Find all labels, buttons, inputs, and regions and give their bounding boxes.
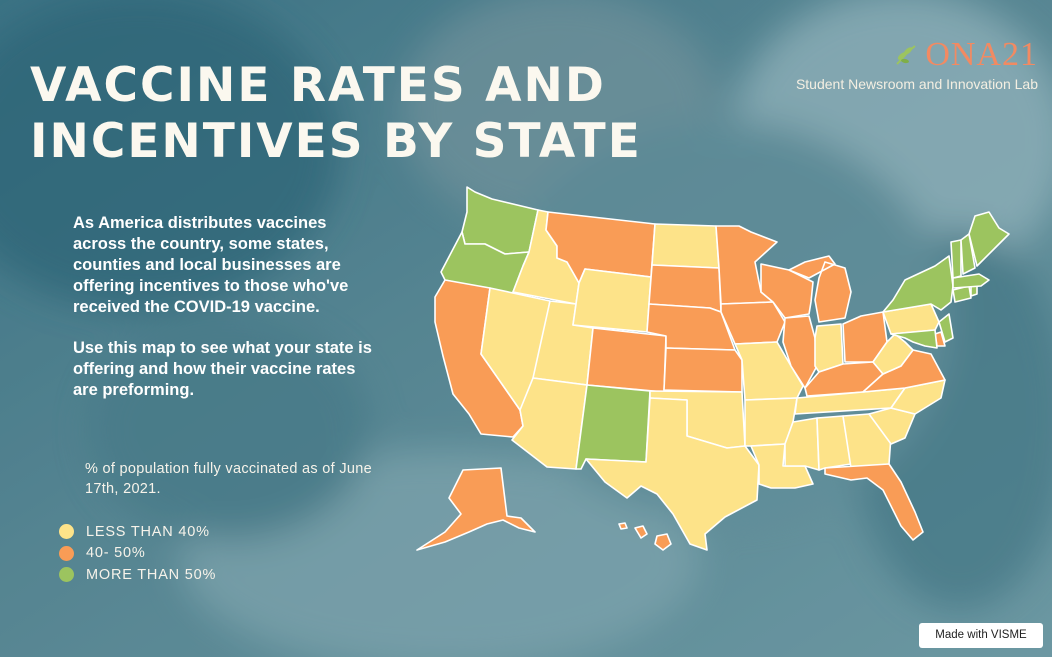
legend-label-mid: 40- 50% [86,545,146,562]
state-HI[interactable] [618,522,672,551]
state-CO[interactable] [586,327,667,393]
state-KS[interactable] [663,347,743,393]
state-VT[interactable] [950,239,962,279]
us-vaccination-map [416,186,1010,551]
state-LA[interactable] [750,443,814,489]
state-NM[interactable] [575,384,651,470]
state-MD[interactable] [890,329,938,349]
legend-label-low: LESS THAN 40% [86,523,210,540]
legend-dot-low [59,524,74,540]
state-NJ[interactable] [938,313,954,343]
state-MI[interactable] [788,255,852,323]
title-line-2: INCENTIVES BY STATE [30,114,642,169]
intro-paragraph-1: As America distributes vaccines across t… [73,214,349,316]
ona-logo: ONA21 [893,36,1038,74]
state-MN[interactable] [715,225,778,305]
state-SC[interactable] [868,407,916,445]
page-title: VACCINE RATES AND INCENTIVES BY STATE [30,58,642,170]
state-ND[interactable] [651,223,720,269]
state-RI[interactable] [970,285,978,297]
legend-dot-high [59,567,74,583]
legend: LESS THAN 40% 40- 50% MORE THAN 50% [59,521,216,586]
legend-title: % of population fully vaccinated as of J… [85,461,372,497]
state-IL[interactable] [782,315,818,389]
logo-text: ONA21 [925,36,1038,73]
legend-item-mid: 40- 50% [59,543,216,565]
state-ME[interactable] [968,211,1010,267]
brand-block: ONA21 Student Newsroom and Innovation La… [738,36,1038,92]
intro-text: As America distributes vaccines across t… [73,213,373,421]
state-TX[interactable] [585,397,760,551]
legend-dot-mid [59,545,74,561]
state-MA[interactable] [952,273,990,289]
state-NH[interactable] [960,233,976,275]
state-NC[interactable] [890,379,946,415]
state-WY[interactable] [572,268,652,333]
title-line-1: VACCINE RATES AND [30,58,606,113]
state-FL[interactable] [824,463,924,541]
legend-item-low: LESS THAN 40% [59,521,216,543]
state-AL[interactable] [816,415,852,471]
state-WV[interactable] [872,333,914,375]
legend-item-high: MORE THAN 50% [59,564,216,586]
state-MO[interactable] [734,341,804,401]
made-with-visme-badge[interactable]: Made with VISME [919,623,1043,648]
brand-subtitle: Student Newsroom and Innovation Lab [795,76,1038,92]
legend-label-high: MORE THAN 50% [86,566,217,583]
state-AK[interactable] [416,467,536,551]
laurel-leaf-icon [896,45,916,65]
state-NY[interactable] [882,255,954,313]
intro-paragraph-2: Use this map to see what your state is o… [73,339,372,399]
